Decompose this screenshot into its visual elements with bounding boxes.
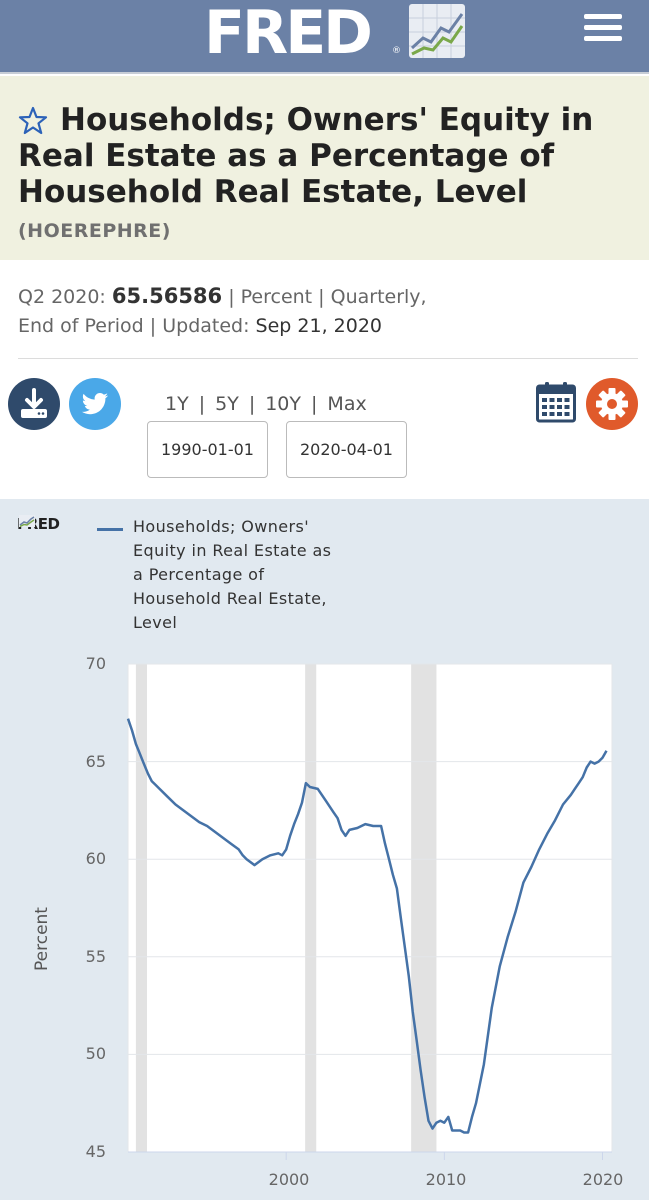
x-tick-label: 2020 <box>582 1170 624 1189</box>
series-title-area: Households; Owners' Equity in Real Estat… <box>0 76 649 260</box>
download-button[interactable] <box>8 378 60 430</box>
y-tick-label: 65 <box>85 752 106 771</box>
y-tick-label: 70 <box>85 654 106 673</box>
observation-period: Q2 2020: <box>18 286 106 308</box>
twitter-share-button[interactable] <box>69 378 121 430</box>
range-separator: | <box>311 393 318 415</box>
recession-shading <box>135 664 147 1152</box>
legend-series-name[interactable]: Households; Owners' Equity in Real Estat… <box>133 517 332 632</box>
recession-shading <box>305 664 317 1152</box>
logo-text: FRED <box>204 0 373 68</box>
logo-registered-mark: ® <box>392 46 401 56</box>
date-range-shortcuts: 1Y | 5Y | 10Y | Max <box>165 393 367 415</box>
range-max[interactable]: Max <box>327 393 367 415</box>
chart-fred-logo: FRED <box>17 515 60 533</box>
series-title: Households; Owners' Equity in Real Estat… <box>18 102 594 210</box>
end-date-input[interactable]: 2020-04-01 <box>286 421 407 478</box>
chart-area: FRED Households; Owners' Equity in Real … <box>0 499 649 1200</box>
series-meta: Q2 2020: 65.56586 | Percent | Quarterly,… <box>18 282 638 341</box>
meta-line-1: Q2 2020: 65.56586 | Percent | Quarterly, <box>18 282 638 312</box>
calendar-icon[interactable] <box>536 381 576 423</box>
range-10y[interactable]: 10Y <box>265 393 302 415</box>
series-id: (HOEREPHRE) <box>18 220 171 242</box>
y-tick-label: 60 <box>85 849 106 868</box>
plot-background <box>128 664 612 1152</box>
gear-icon <box>596 388 628 420</box>
fred-logo[interactable]: FRED ® <box>204 0 465 68</box>
observation-value: 65.56586 <box>111 284 223 308</box>
x-tick-label: 2000 <box>268 1170 310 1189</box>
y-tick-label: 50 <box>85 1044 106 1063</box>
chart-logo-graph-icon <box>19 515 35 527</box>
range-1y[interactable]: 1Y <box>165 393 189 415</box>
y-tick-label: 55 <box>85 947 106 966</box>
star-outline-icon[interactable] <box>18 106 48 136</box>
range-5y[interactable]: 5Y <box>215 393 239 415</box>
twitter-icon <box>81 393 109 415</box>
meta-line-2: End of Period | Updated: Sep 21, 2020 <box>18 312 638 341</box>
logo-graph-icon <box>409 4 465 58</box>
download-icon <box>21 388 47 418</box>
y-tick-label: 45 <box>85 1142 106 1161</box>
y-axis-label: Percent <box>32 907 52 971</box>
units-frequency: | Percent | Quarterly, <box>228 286 427 308</box>
x-tick-label: 2010 <box>425 1170 467 1189</box>
top-bar: FRED ® <box>0 0 649 74</box>
hamburger-menu-icon[interactable] <box>584 14 622 44</box>
legend-line-marker <box>97 528 123 531</box>
line-chart[interactable] <box>0 499 649 1200</box>
recession-shading <box>411 664 437 1152</box>
divider <box>18 358 638 359</box>
updated-label: End of Period | Updated: <box>18 315 250 337</box>
updated-date: Sep 21, 2020 <box>255 315 383 337</box>
series-line[interactable] <box>126 718 608 1134</box>
range-separator: | <box>248 393 256 415</box>
settings-button[interactable] <box>586 378 638 430</box>
range-separator: | <box>198 393 206 415</box>
start-date-input[interactable]: 1990-01-01 <box>147 421 268 478</box>
